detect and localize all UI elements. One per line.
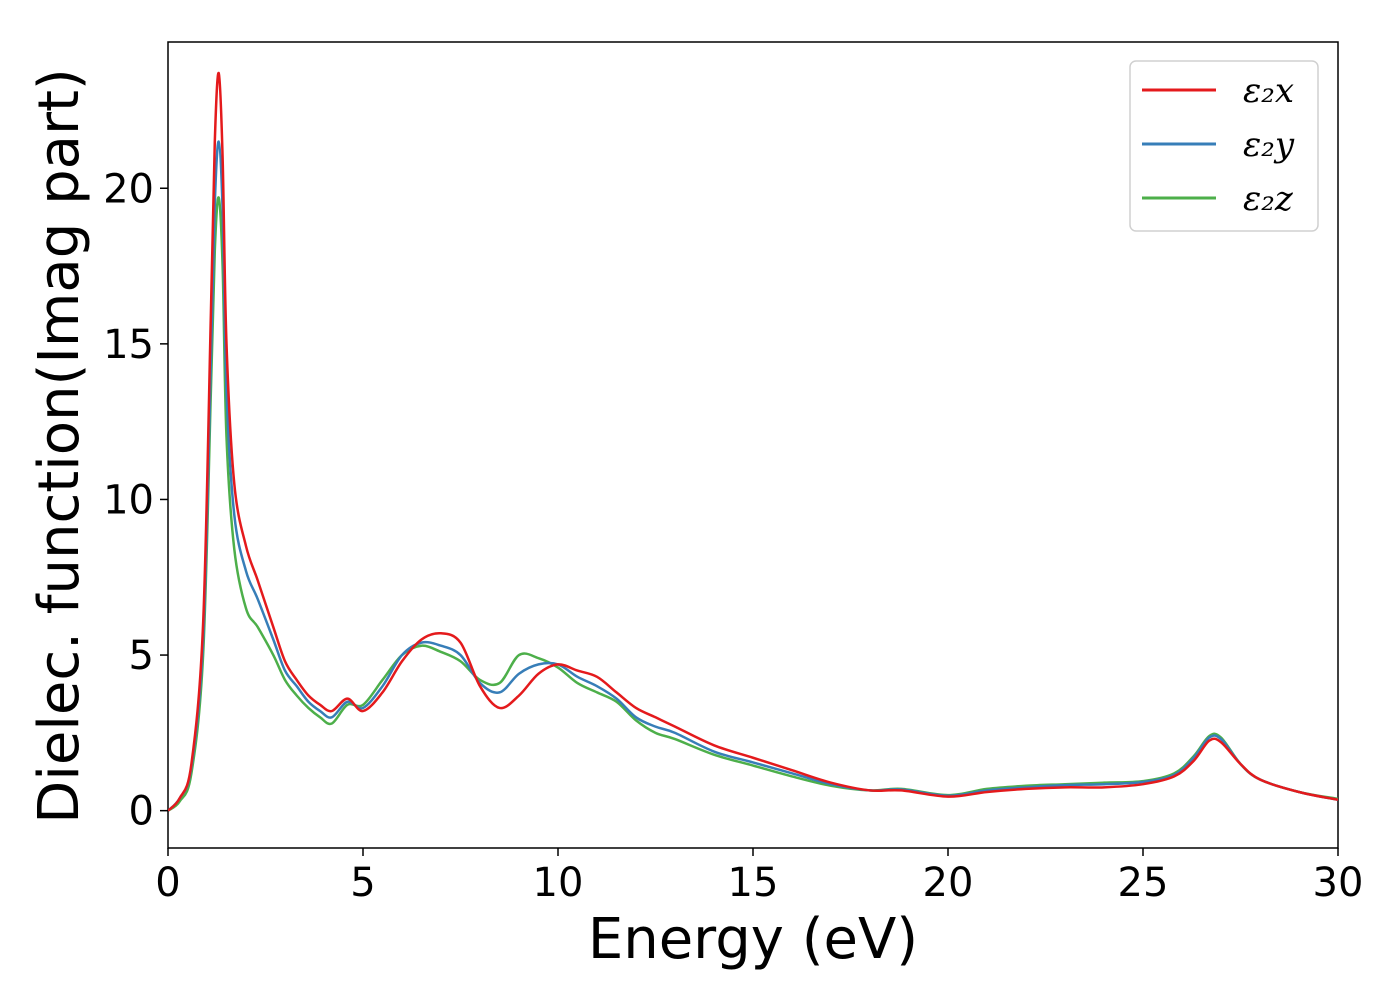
y-tick-label: 0 — [129, 789, 154, 835]
x-tick-label: 20 — [923, 860, 974, 906]
y-tick-label: 20 — [103, 166, 154, 212]
y-tick-label: 10 — [103, 477, 154, 523]
x-tick-label: 0 — [155, 860, 180, 906]
legend-label-2: ε₂y — [1243, 125, 1295, 165]
legend: ε₂x ε₂y ε₂z — [1129, 60, 1319, 232]
x-tick-label: 30 — [1313, 860, 1364, 906]
y-tick-label: 15 — [103, 322, 154, 368]
x-axis-title: Energy (eV) — [588, 907, 918, 972]
y-tick-label: 5 — [129, 633, 154, 679]
x-tick-label: 5 — [350, 860, 375, 906]
legend-label-1: ε₂x — [1243, 71, 1294, 111]
series-layer — [168, 71, 1338, 812]
y-axis-title: Dielec. function(Imag part) — [27, 68, 92, 824]
x-tick-label: 25 — [1118, 860, 1169, 906]
x-tick-label: 15 — [728, 860, 779, 906]
series-line-1 — [168, 71, 1338, 812]
x-tick-label: 10 — [533, 860, 584, 906]
tick-layer: 0 5 10 15 20 25 30 0 5 10 15 20 — [103, 166, 1363, 906]
legend-box — [1129, 60, 1319, 232]
legend-label-3: ε₂z — [1243, 179, 1294, 219]
